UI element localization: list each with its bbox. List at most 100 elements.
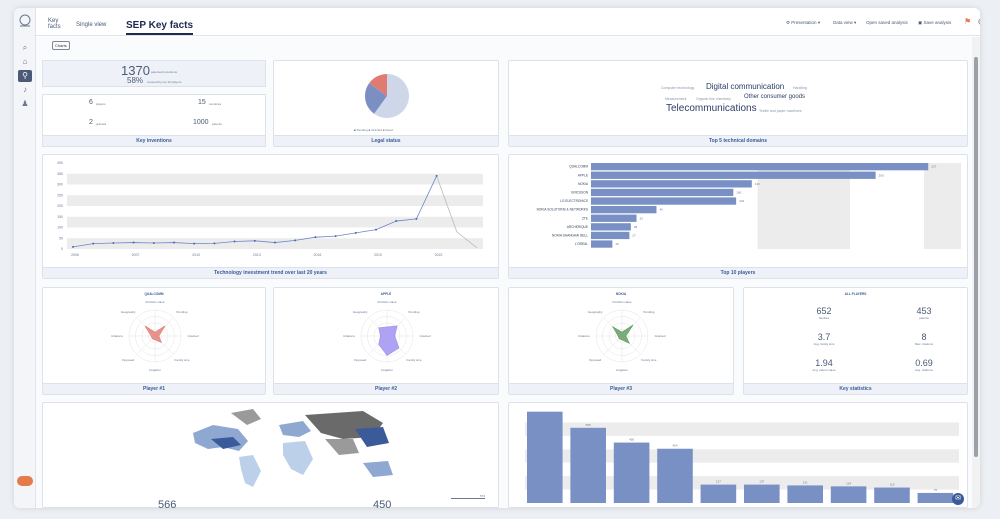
- radar-axis-label: Geography: [121, 310, 136, 314]
- top10-value: 15: [615, 242, 619, 246]
- top10-bar: [591, 171, 876, 179]
- home-icon[interactable]: ⌂: [22, 57, 28, 66]
- trend-point: [314, 236, 317, 239]
- top10-label: NOKIA SHANGHAI BELL: [552, 233, 588, 237]
- charts-button[interactable]: Charts: [52, 41, 70, 50]
- radar-shape: [144, 325, 166, 343]
- total-label: patented inventions: [151, 70, 178, 74]
- top10-bar: [591, 197, 737, 205]
- users-icon[interactable]: ♟: [21, 99, 29, 108]
- top10-label: APPLE: [578, 173, 588, 177]
- trend-point: [334, 235, 337, 238]
- trend-line-projection: [436, 175, 478, 249]
- search-icon[interactable]: ⌕: [22, 43, 28, 52]
- bottom-bar-value: 137: [716, 480, 721, 484]
- radar-axis-label: Opposed: [589, 358, 602, 362]
- legend-dead-label: Dead: [385, 128, 393, 132]
- bottom-grid-band: [525, 422, 959, 436]
- trend-line: [72, 175, 437, 248]
- legend-granted-label: Granted: [371, 128, 383, 132]
- key-stat-label: Avg. family size: [813, 342, 835, 346]
- top10-bar: [591, 163, 929, 171]
- scrollbar[interactable]: [972, 37, 980, 508]
- trend-point: [253, 239, 256, 242]
- legal-status-title: Legal status: [274, 135, 498, 146]
- top10-value: 28: [634, 225, 638, 229]
- notifications-icon[interactable]: ⚑: [964, 17, 972, 26]
- radar-axis: [603, 335, 623, 355]
- help-button[interactable]: [17, 476, 33, 486]
- top10-bar: [591, 223, 631, 231]
- top10-label: NOKIA: [578, 182, 589, 186]
- word-handling: Handling: [793, 86, 807, 90]
- top10-value: 46: [659, 208, 663, 212]
- trend-point: [415, 217, 418, 220]
- tab-single-view[interactable]: Single view: [76, 22, 107, 28]
- countries-count: 15: [198, 99, 206, 106]
- open-saved-button[interactable]: Open saved analysis: [866, 20, 908, 25]
- radar-axis-label: Citations: [343, 334, 355, 338]
- bell-icon[interactable]: ♪: [23, 85, 27, 94]
- key-stats-subtitle: ALL PLAYERS: [844, 292, 867, 296]
- radar-axis-label: Geography: [353, 310, 368, 314]
- bottom-bar-value: 131: [803, 480, 808, 484]
- trend-point: [152, 241, 155, 244]
- trend-xtick: 2016: [314, 253, 322, 257]
- bottom-bar-panel: 565 450 404 137 137 131 124 115 75 ✉: [508, 402, 968, 508]
- key-stat-label: patents: [919, 316, 929, 320]
- key-stat-value: 3.7: [817, 332, 831, 342]
- bottom-bar-value: 115: [890, 483, 895, 487]
- word-textile-paper-machines: Textile and paper machines: [759, 109, 802, 113]
- trend-grid-band: [67, 238, 483, 249]
- key-stat-label: Max. citations: [914, 342, 934, 346]
- patents-count: 1000: [193, 119, 209, 126]
- bottom-bar-value: 450: [629, 438, 634, 442]
- radar-axis-label: Litigation: [149, 368, 161, 372]
- players-count: 6: [89, 99, 93, 106]
- trend-xtick: 2019: [374, 253, 382, 257]
- analysis-icon[interactable]: ⚲: [18, 70, 32, 82]
- world-map-panel: 566 450 573: [42, 402, 499, 508]
- chat-icon[interactable]: ✉: [952, 493, 964, 505]
- top10-value: 113: [755, 182, 760, 186]
- bottom-bar-value: 565: [586, 423, 591, 427]
- top10-bar: [591, 240, 613, 248]
- radar-axis-label: Opposed: [122, 358, 135, 362]
- scrollbar-thumb[interactable]: [974, 57, 978, 457]
- trend-title: Technology investment trend over last 20…: [43, 267, 498, 278]
- data-view-menu[interactable]: Data view ▾: [833, 20, 857, 25]
- map-count-left: 566: [158, 499, 177, 508]
- trend-point: [213, 242, 216, 245]
- trend-point: [92, 242, 95, 245]
- player2-panel: APPLE Portfolio value Pending Granted Famil…: [273, 287, 499, 395]
- top10-grid-band: [924, 163, 961, 249]
- bottom-bar: [527, 411, 563, 503]
- trend-point: [274, 241, 276, 244]
- bottom-bar: [613, 442, 650, 503]
- top10-title: Top 10 players: [509, 267, 967, 278]
- player1-radar-chart: Portfolio value Pending Granted Family size…: [111, 300, 199, 372]
- top10-panel: QUALCOMM 237 APPLE 200 NOKIA 113 ERICSSON 100 LG…: [508, 154, 968, 279]
- save-analysis-button[interactable]: ▣ Save analysis: [918, 20, 952, 25]
- trend-point: [72, 245, 74, 248]
- countries-label: countries: [209, 102, 222, 106]
- top10-label: QUALCOMM: [569, 165, 588, 169]
- player3-panel: NOKIA Portfolio value Pending Granted Famil…: [508, 287, 734, 395]
- user-avatar-icon[interactable]: ◉: [978, 16, 980, 27]
- bottom-bar: [700, 484, 737, 503]
- bottom-bar: [787, 485, 823, 503]
- player2-radar-chart: Portfolio value Pending Granted Family size…: [343, 300, 431, 372]
- word-other-consumer-goods: Other consumer goods: [744, 94, 806, 100]
- top10-bar: [591, 206, 657, 214]
- legal-status-pie: [365, 74, 409, 118]
- top10-value: 32: [640, 216, 644, 220]
- tab-sep-key-facts[interactable]: SEP Key facts: [126, 20, 194, 35]
- tab-key-facts[interactable]: Key facts: [48, 18, 61, 30]
- presentation-menu[interactable]: ⚙ Presentation ▾: [786, 20, 821, 25]
- radar-axis-label: Granted: [420, 334, 431, 338]
- key-stat-3: 8 Max. citations: [904, 332, 944, 346]
- radar-shape: [611, 324, 634, 344]
- bottom-bar: [874, 487, 910, 503]
- data-view-label: Data view: [833, 20, 853, 25]
- radar-axis-label: Granted: [188, 334, 199, 338]
